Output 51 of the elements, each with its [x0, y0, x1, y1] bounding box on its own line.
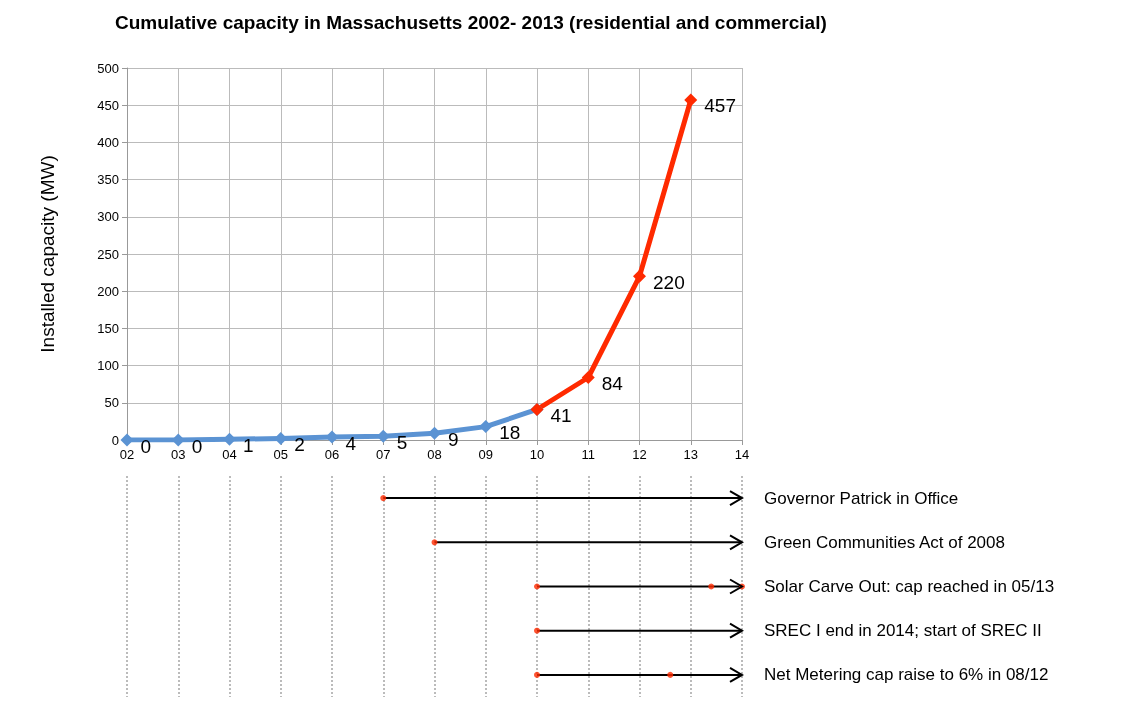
y-tick-label: 150	[97, 320, 119, 336]
x-tick-label: 13	[683, 447, 698, 462]
point	[428, 426, 441, 440]
y-tick-label: Green Communities Act of 2008	[764, 532, 1005, 552]
chart-title: Cumulative capacity in Massachusetts 2002- 2013 (residential and commercial)	[115, 12, 827, 33]
data-label: 1	[243, 434, 254, 456]
x-tick-label: 09	[478, 447, 493, 462]
x-tick-label: 03	[171, 447, 186, 462]
y-tick-label: 450	[97, 97, 119, 113]
y-tick-label: Net Metering cap raise to 6% in 08/12	[764, 665, 1049, 685]
y-tick-label: Solar Carve Out: cap reached in 05/13	[764, 577, 1055, 596]
data-label: 4	[345, 432, 357, 454]
data-label: 5	[396, 431, 408, 453]
data-label: 457	[704, 95, 736, 117]
point	[325, 430, 339, 444]
y-tick-label: 300	[97, 209, 119, 225]
y-tick-label: 250	[97, 246, 119, 262]
data-label: 9	[448, 428, 459, 450]
data-label: 0	[191, 435, 203, 457]
y-tick-label: 350	[97, 172, 119, 188]
point	[633, 269, 646, 283]
x-tick-label: 05	[273, 447, 288, 462]
y-tick-label: 100	[97, 358, 119, 374]
y-tick-label: 50	[104, 395, 119, 411]
x-tick-label: 02	[119, 447, 135, 462]
x-tick-label: 12	[632, 447, 647, 462]
data-label: 41	[550, 405, 572, 426]
point	[120, 433, 134, 447]
y-axis-title: Installed capacity (MW)	[37, 155, 58, 353]
point	[223, 432, 236, 446]
point	[684, 93, 698, 107]
x-tick-label: 14	[734, 447, 750, 462]
point	[581, 371, 595, 384]
data-label: 220	[653, 271, 685, 293]
data-label: 0	[140, 435, 152, 457]
y-tick-label: 500	[97, 60, 119, 76]
y-tick-label: 0	[111, 432, 119, 448]
x-tick-label: 06	[324, 447, 340, 462]
y-tick-label: 400	[97, 134, 119, 150]
point	[479, 420, 493, 434]
x-tick-label: 04	[222, 447, 237, 462]
data-label: 84	[601, 373, 624, 394]
x-tick-label: 11	[581, 447, 595, 462]
x-tick-label: 07	[376, 447, 391, 462]
x-tick-label: 10	[529, 447, 545, 462]
y-tick-label: 200	[97, 283, 119, 299]
y-tick-label: SREC I end in 2014; start of SREC II	[764, 621, 1042, 641]
y-tick-label: Governor Patrick in Office	[764, 488, 959, 508]
x-tick-label: 08	[427, 447, 442, 462]
data-label: 2	[294, 434, 305, 456]
data-label: 18	[499, 422, 521, 444]
